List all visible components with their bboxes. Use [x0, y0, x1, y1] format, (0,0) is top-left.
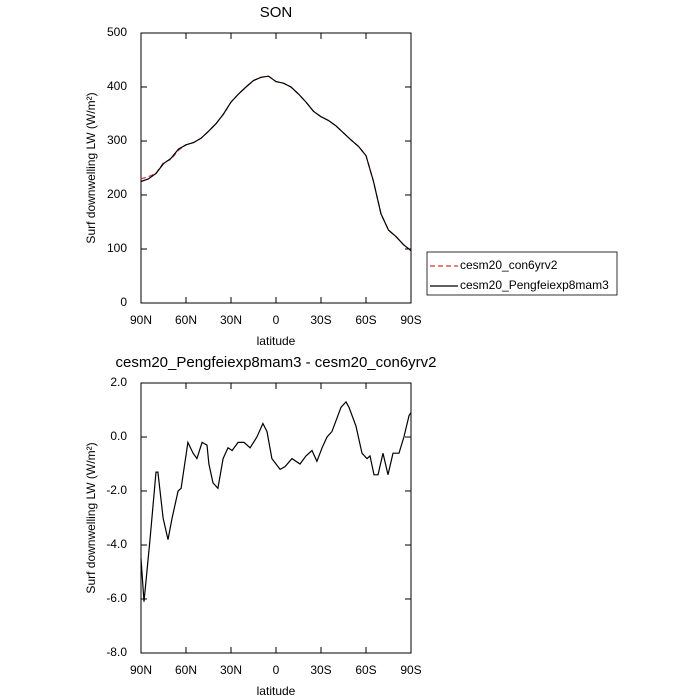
- data-line: [140, 75, 412, 252]
- legend-box: [426, 251, 618, 296]
- legend: cesm20_con6yrv2 cesm20_Pengfeiexp8mam3: [426, 251, 618, 296]
- y-tick-label: 2.0: [110, 375, 127, 389]
- y-tick-label: 100: [107, 241, 127, 255]
- y-axis-label: Surf downwelling LW (W/m²): [84, 442, 98, 593]
- x-tick-label: 30S: [310, 663, 331, 677]
- chart-title: cesm20_Pengfeiexp8mam3 - cesm20_con6yrv2: [116, 354, 437, 371]
- x-tick-label: 30N: [220, 663, 242, 677]
- x-tick-label: 90N: [130, 663, 152, 677]
- x-tick-label: 90S: [400, 663, 421, 677]
- x-tick-label: 30S: [310, 313, 331, 327]
- legend-label: cesm20_con6yrv2: [460, 258, 558, 272]
- y-axis-label: Surf downwelling LW (W/m²): [84, 92, 98, 243]
- chart-title: SON: [260, 4, 293, 21]
- plot-frame: [140, 382, 412, 654]
- x-axis-label: latitude: [257, 334, 296, 348]
- x-tick-label: 0: [273, 663, 280, 677]
- x-tick-label: 0: [273, 313, 280, 327]
- y-tick-label: 400: [107, 79, 127, 93]
- y-tick-label: -2.0: [106, 483, 127, 497]
- y-tick-label: 300: [107, 133, 127, 147]
- y-tick-label: -4.0: [106, 537, 127, 551]
- x-tick-label: 30N: [220, 313, 242, 327]
- x-tick-label: 60N: [175, 313, 197, 327]
- x-tick-label: 60S: [355, 313, 376, 327]
- legend-label: cesm20_Pengfeiexp8mam3: [460, 278, 609, 292]
- y-tick-label: 200: [107, 187, 127, 201]
- x-tick-label: 60S: [355, 663, 376, 677]
- x-axis-label: latitude: [257, 684, 296, 698]
- x-tick-label: 60N: [175, 663, 197, 677]
- y-tick-label: 0.0: [110, 429, 127, 443]
- data-line: [140, 75, 412, 252]
- y-tick-label: -8.0: [106, 645, 127, 659]
- data-line: [140, 400, 412, 602]
- y-tick-label: -6.0: [106, 591, 127, 605]
- plot-frame: [140, 32, 412, 304]
- y-tick-label: 0: [120, 295, 127, 309]
- x-tick-label: 90N: [130, 313, 152, 327]
- y-tick-label: 500: [107, 25, 127, 39]
- x-tick-label: 90S: [400, 313, 421, 327]
